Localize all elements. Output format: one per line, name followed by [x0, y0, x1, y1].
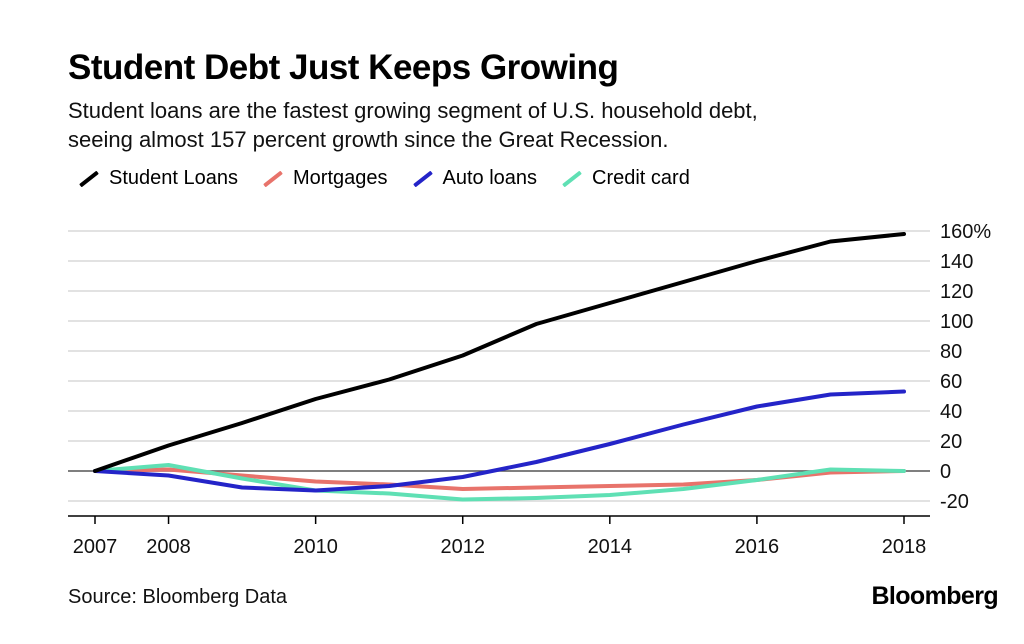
y-tick-label: 60: [940, 371, 962, 393]
series-line-student-loans: [93, 232, 906, 473]
legend: Student Loans Mortgages Auto loans Credi…: [78, 167, 714, 190]
y-tick-label: -20: [940, 491, 969, 513]
legend-label-student-loans: Student Loans: [109, 167, 238, 189]
y-tick-label: 160%: [940, 221, 991, 243]
y-tick-label: 20: [940, 431, 962, 453]
legend-item-auto-loans: Auto loans: [412, 167, 538, 190]
series-line-auto-loans: [93, 389, 906, 493]
x-tick-label: 2008: [146, 536, 191, 558]
series-line-credit-card: [93, 463, 906, 502]
x-tick-label: 2010: [293, 536, 338, 558]
legend-label-mortgages: Mortgages: [293, 167, 388, 189]
source-note: Source: Bloomberg Data: [68, 586, 288, 608]
legend-label-credit-card: Credit card: [592, 167, 690, 189]
x-tick-label: 2012: [440, 536, 485, 558]
y-tick-label: 80: [940, 341, 962, 363]
bloomberg-logo: Bloomberg: [871, 582, 998, 610]
subtitle-line-2: seeing almost 157 percent growth since t…: [68, 127, 669, 152]
y-tick-label: 40: [940, 401, 962, 423]
y-tick-label: 100: [940, 311, 973, 333]
legend-item-mortgages: Mortgages: [262, 167, 388, 190]
y-tick-label: 0: [940, 461, 951, 483]
chart-subtitle: Student loans are the fastest growing se…: [68, 96, 968, 154]
x-tick-label: 2014: [588, 536, 633, 558]
legend-label-auto-loans: Auto loans: [442, 167, 538, 189]
chart-title: Student Debt Just Keeps Growing: [68, 48, 619, 87]
legend-item-student-loans: Student Loans: [78, 167, 238, 190]
subtitle-line-1: Student loans are the fastest growing se…: [68, 98, 758, 123]
y-tick-label: 120: [940, 281, 973, 303]
x-tick-label: 2018: [882, 536, 927, 558]
legend-item-credit-card: Credit card: [561, 167, 690, 190]
x-tick-label: 2016: [735, 536, 780, 558]
y-tick-label: 140: [940, 251, 973, 273]
x-tick-label: 2007: [73, 536, 118, 558]
